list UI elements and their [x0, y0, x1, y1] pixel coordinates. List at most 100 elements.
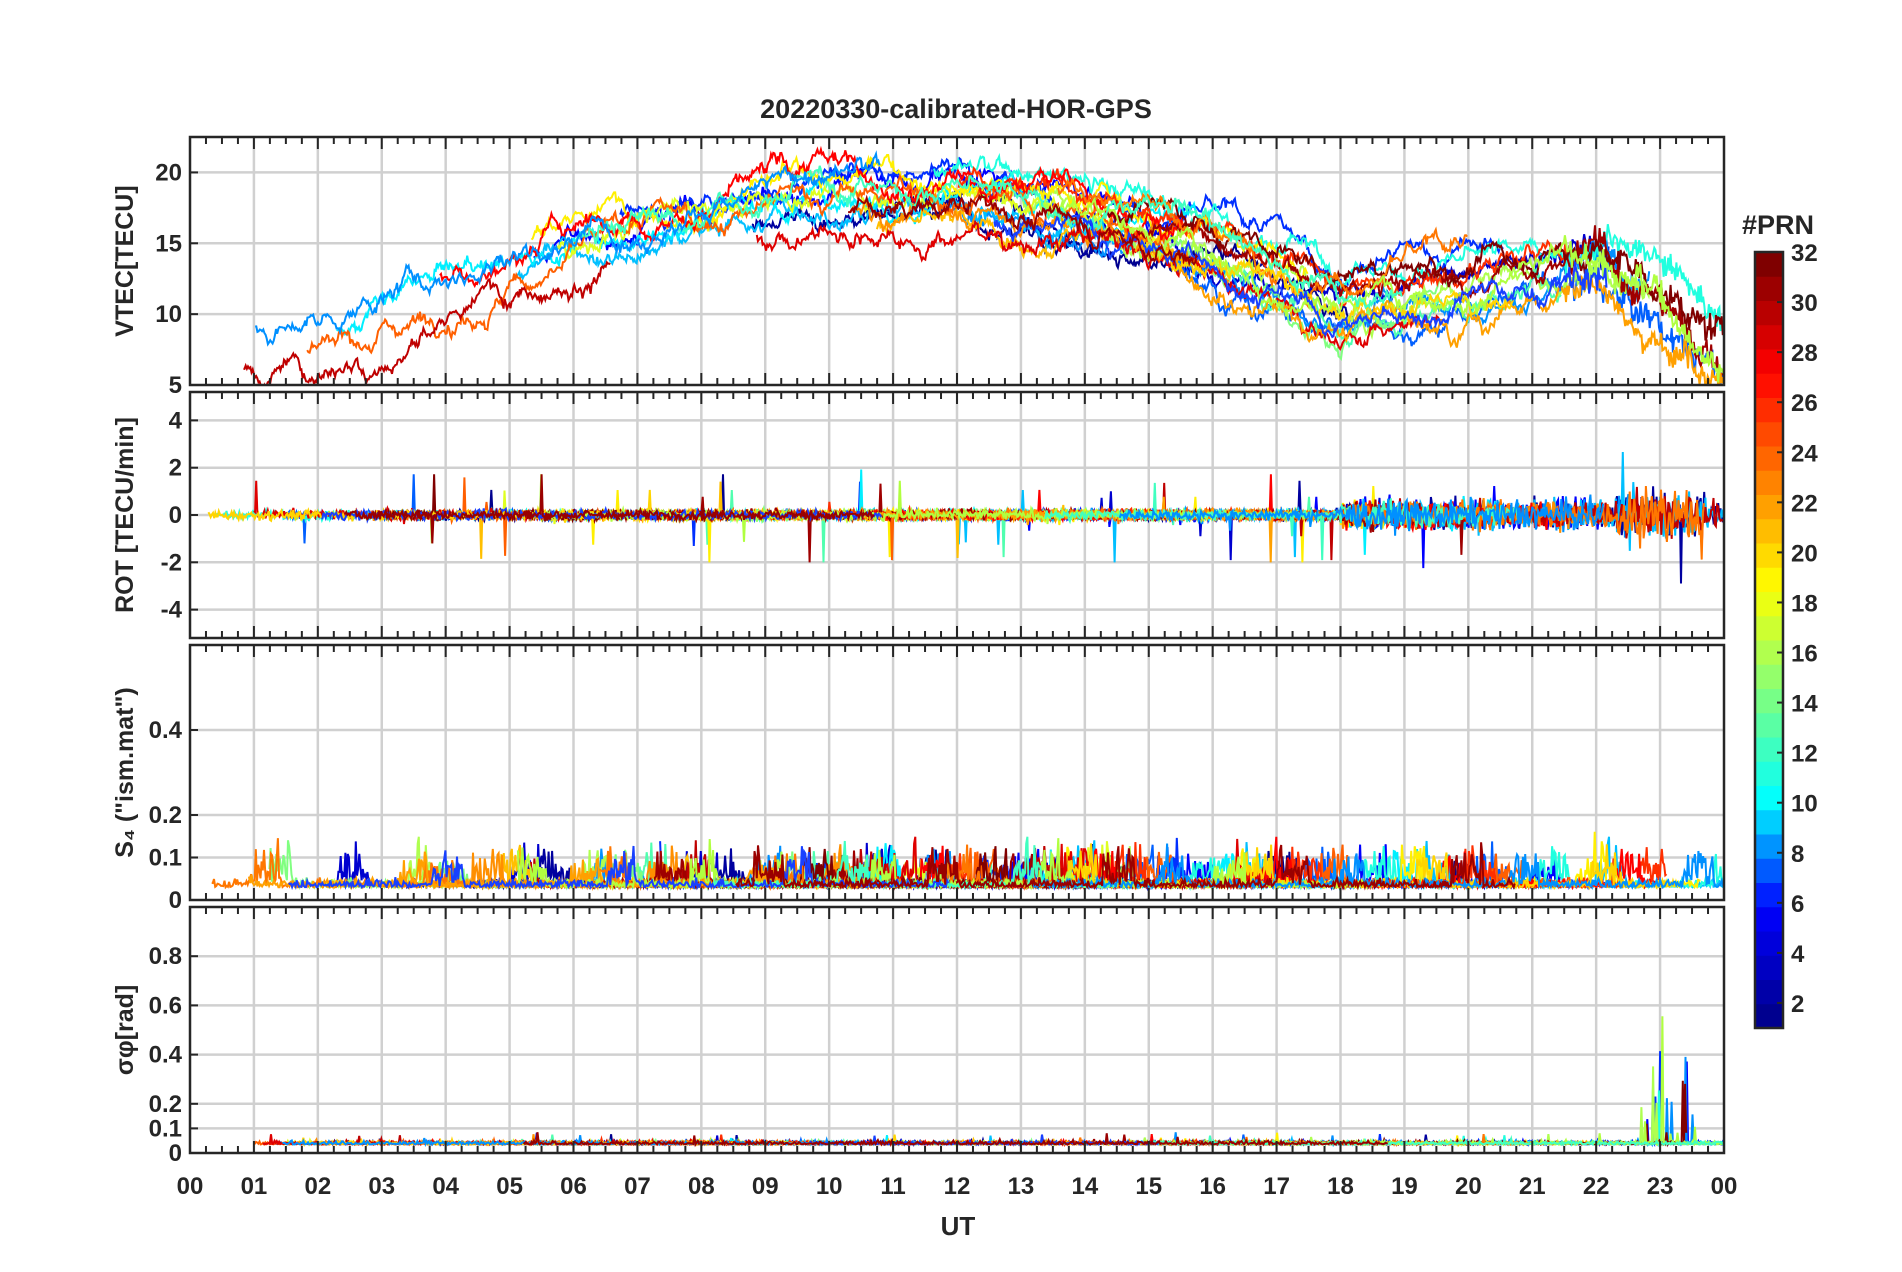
y-tick-label: 0 — [169, 887, 182, 914]
colorbar-segment — [1755, 567, 1783, 592]
series-line — [344, 474, 875, 544]
series-group-sigma_phi — [253, 1016, 1724, 1148]
y-tick-label: 0.1 — [149, 845, 182, 872]
colorbar-segment — [1755, 737, 1783, 762]
y-tick-label: 20 — [155, 159, 182, 186]
colorbar-tick-label: 4 — [1791, 941, 1805, 968]
colorbar-tick-label: 2 — [1791, 991, 1804, 1018]
colorbar-segment — [1755, 955, 1783, 980]
series-group-s4 — [211, 831, 1724, 892]
colorbar-tick-label: 6 — [1791, 891, 1804, 918]
y-tick-label: 0 — [169, 1140, 182, 1167]
colorbar-tick-label: 14 — [1791, 691, 1818, 718]
y-tick-label: 15 — [155, 230, 182, 257]
series-line — [255, 150, 881, 347]
colorbar-segment — [1755, 591, 1783, 617]
series-line — [1118, 494, 1605, 536]
colorbar-segment — [1755, 979, 1783, 1005]
x-tick-label: 18 — [1327, 1173, 1354, 1200]
y-tick-label: -4 — [161, 597, 183, 624]
x-tick-label: 00 — [1711, 1173, 1738, 1200]
colorbar-segment — [1755, 446, 1783, 471]
chart-title: 20220330-calibrated-HOR-GPS — [760, 94, 1152, 124]
y-axis-label: S₄ ("ism.mat") — [111, 687, 139, 857]
x-tick-label: 05 — [496, 1173, 523, 1200]
x-tick-label: 20 — [1455, 1173, 1482, 1200]
colorbar-segment — [1755, 615, 1783, 641]
colorbar-segment — [1755, 494, 1783, 520]
minor-ticks — [204, 645, 1710, 900]
colorbar-segment — [1755, 373, 1783, 398]
x-tick-label: 12 — [944, 1173, 971, 1200]
colorbar-frame — [1753, 250, 1785, 1030]
y-axis-label: ROT [TECU/min] — [111, 417, 139, 613]
panel-sigma_phi: 00.10.2 0.4 0.6 0.8 σφ[rad] — [111, 905, 1726, 1167]
y-tick-label: 0.6 — [149, 992, 182, 1019]
grid-s4 — [190, 645, 1724, 900]
y-tick-label: 0 — [169, 502, 182, 529]
x-tick-label: 23 — [1647, 1173, 1674, 1200]
y-tick-label: 0.4 — [149, 1042, 183, 1069]
x-tick-label: 15 — [1135, 1173, 1162, 1200]
colorbar-tick-label: 10 — [1791, 791, 1818, 818]
y-tick-label: 5 — [169, 372, 182, 399]
series-line — [288, 845, 950, 891]
colorbar-segment — [1755, 931, 1783, 956]
series-line — [1210, 1080, 1688, 1148]
y-axis-label: σφ[rad] — [111, 985, 139, 1076]
x-tick-label: 16 — [1199, 1173, 1226, 1200]
x-tick-label: 06 — [560, 1173, 587, 1200]
colorbar-segment — [1755, 324, 1783, 350]
x-tick-label: 07 — [624, 1173, 651, 1200]
colorbar-segment — [1755, 276, 1783, 301]
colorbar-tick-label: 32 — [1791, 240, 1818, 267]
x-tick-label: 17 — [1263, 1173, 1290, 1200]
x-tick-label: 08 — [688, 1173, 715, 1200]
series-line — [899, 485, 1612, 569]
colorbar-tick-label: 30 — [1791, 290, 1818, 317]
minor-ticks — [204, 137, 1710, 385]
series-group-vtec — [243, 145, 1724, 385]
series-line — [243, 260, 611, 385]
series-line — [571, 165, 1403, 310]
x-tick-label: 02 — [304, 1173, 331, 1200]
series-line — [1001, 181, 1656, 341]
x-axis-label: UT — [941, 1211, 976, 1241]
colorbar-tick-label: 16 — [1791, 641, 1818, 668]
colorbar-tick-label: 8 — [1791, 841, 1804, 868]
x-tick-label: 22 — [1583, 1173, 1610, 1200]
y-tick-label: 0.1 — [149, 1115, 182, 1142]
x-tick-label: 09 — [752, 1173, 779, 1200]
series-line — [439, 145, 1184, 289]
y-tick-label: 10 — [155, 301, 182, 328]
colorbar-tick-label: 18 — [1791, 590, 1818, 617]
colorbar-title: #PRN — [1742, 210, 1814, 240]
colorbar-segment — [1755, 664, 1783, 689]
x-tick-label: 01 — [241, 1173, 268, 1200]
x-tick-label: 11 — [880, 1173, 905, 1200]
x-tick-label: 14 — [1071, 1173, 1098, 1200]
grid-sigma_phi — [190, 907, 1724, 1153]
series-line — [1057, 177, 1468, 309]
colorbar-segment — [1755, 809, 1783, 835]
colorbar-segment — [1755, 518, 1783, 544]
colorbar-segment — [1755, 688, 1783, 714]
colorbar-segment — [1755, 858, 1783, 883]
y-tick-label: 0.8 — [149, 943, 182, 970]
minor-ticks — [204, 907, 1710, 1153]
colorbar-segment — [1755, 761, 1783, 786]
series-group-rot — [207, 451, 1724, 584]
series-line — [522, 1132, 1388, 1148]
colorbar-segment — [1755, 543, 1783, 568]
colorbar-tick-label: 26 — [1791, 390, 1818, 417]
colorbar-segment — [1755, 300, 1783, 326]
colorbar-tick-label: 22 — [1791, 490, 1818, 517]
y-tick-label: 0.2 — [149, 1091, 182, 1118]
colorbar-tick-label: 12 — [1791, 741, 1818, 768]
series-line — [848, 193, 1199, 267]
series-line — [1105, 196, 1724, 341]
series-line — [283, 474, 740, 544]
colorbar-segment — [1755, 712, 1783, 738]
